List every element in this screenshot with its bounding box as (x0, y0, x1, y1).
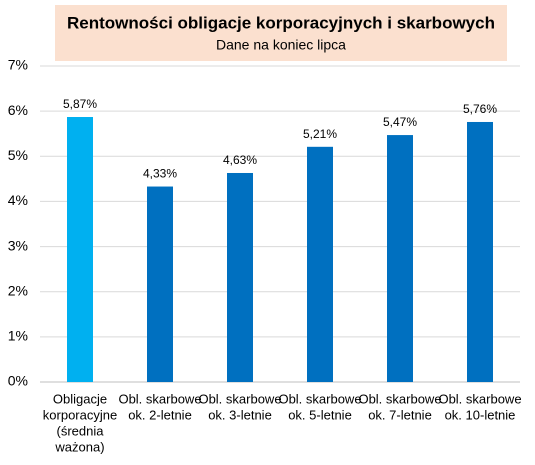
x-tick-label: Obl. skarbowe (118, 391, 201, 406)
bar (147, 186, 173, 382)
chart-title: Rentowności obligacje korporacyjnych i s… (67, 13, 495, 32)
y-tick-label: 7% (8, 57, 28, 73)
y-tick-label: 6% (8, 102, 28, 118)
value-label: 4,63% (223, 153, 257, 167)
value-label: 5,76% (463, 102, 497, 116)
x-tick-label: Obl. skarbowe (198, 391, 281, 406)
bar (307, 146, 333, 382)
y-tick-label: 4% (8, 192, 28, 208)
y-tick-label: 5% (8, 147, 28, 163)
x-tick-label: ok. 10-letnie (445, 407, 516, 422)
x-tick-label: ok. 2-letnie (128, 407, 192, 422)
x-tick-label: ok. 5-letnie (288, 407, 352, 422)
x-tick-label: Obligacje (53, 391, 107, 406)
y-tick-label: 1% (8, 328, 28, 344)
y-tick-label: 3% (8, 237, 28, 253)
x-tick-label: Obl. skarbowe (438, 391, 521, 406)
title-box (55, 5, 507, 61)
value-label: 4,33% (143, 167, 177, 181)
value-label: 5,47% (383, 115, 417, 129)
bar (227, 172, 253, 382)
x-tick-label: ok. 3-letnie (208, 407, 272, 422)
bar (387, 135, 413, 382)
y-tick-label: 2% (8, 282, 28, 298)
y-tick-label: 0% (8, 373, 28, 389)
chart-subtitle: Dane na koniec lipca (216, 37, 346, 53)
x-tick-label: ok. 7-letnie (368, 407, 432, 422)
value-label: 5,21% (303, 127, 337, 141)
x-tick-label: korporacyjne (43, 407, 117, 422)
x-tick-label: Obl. skarbowe (278, 391, 361, 406)
x-tick-label: Obl. skarbowe (358, 391, 441, 406)
bar (67, 117, 93, 383)
value-label: 5,87% (63, 97, 97, 111)
x-tick-label: (średnia (57, 423, 105, 438)
x-tick-label: ważona) (54, 439, 104, 454)
bar (467, 121, 493, 382)
